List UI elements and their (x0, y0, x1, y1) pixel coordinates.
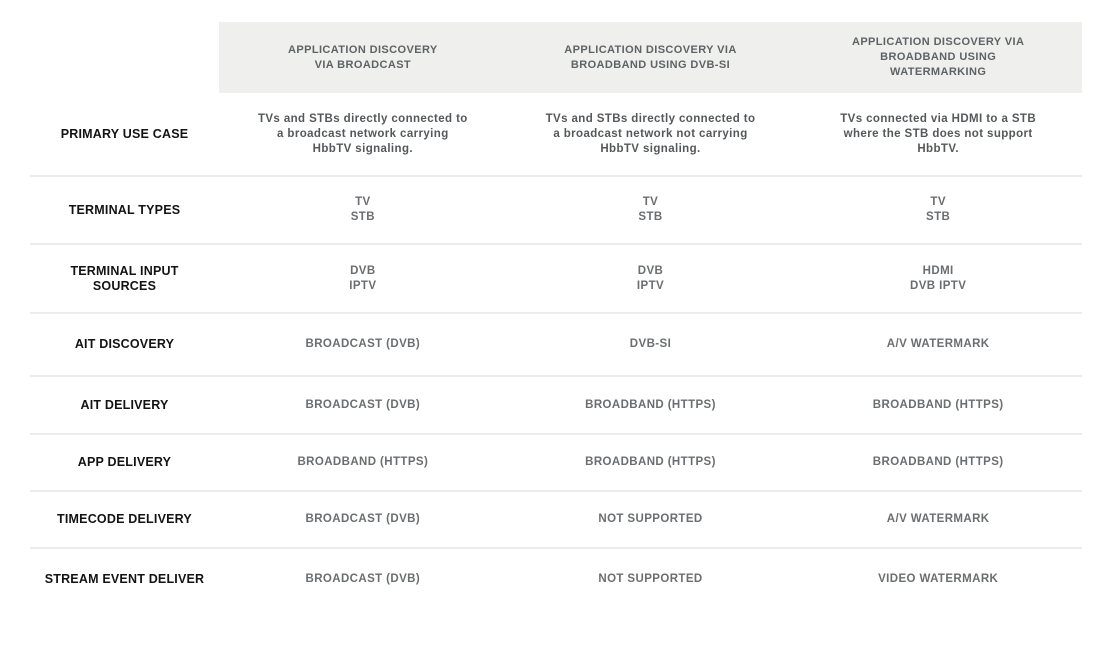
cell: VIDEO WATERMARK (878, 572, 999, 585)
cell: NOT SUPPORTED (598, 572, 703, 585)
table-row-terminal-input-sources: TERMINAL INPUT SOURCES DVB IPTV DVB IPTV… (30, 243, 1082, 312)
cell: A/V WATERMARK (886, 338, 990, 350)
cell: BROADBAND (HTTPS) (872, 456, 1004, 468)
table-row-stream-event-deliver: STREAM EVENT DELIVER BROADCAST (DVB) NOT… (30, 547, 1082, 609)
cell: TV STB (350, 196, 375, 223)
cell: TV STB (926, 196, 951, 223)
table-row-ait-discovery: AIT DISCOVERY BROADCAST (DVB) DVB-SI A/V… (30, 312, 1082, 375)
cell: BROADBAND (HTTPS) (585, 456, 716, 468)
row-label: APP DELIVERY (77, 455, 172, 469)
cell: BROADCAST (DVB) (305, 398, 421, 411)
cell: BROADBAND (HTTPS) (297, 456, 429, 468)
cell: DVB-SI (629, 338, 672, 350)
cell: DVB IPTV (636, 264, 665, 292)
cell: BROADCAST (DVB) (305, 338, 421, 350)
cell: TVs and STBs directly connected to a bro… (545, 112, 756, 155)
row-label: PRIMARY USE CASE (60, 126, 189, 141)
cell: BROADBAND (HTTPS) (872, 398, 1004, 411)
cell: TVs and STBs directly connected to a bro… (257, 112, 468, 155)
cell: A/V WATERMARK (886, 513, 990, 525)
cell: TVs connected via HDMI to a STB where th… (840, 112, 1037, 155)
cell: TV STB (638, 196, 663, 223)
cell: BROADCAST (DVB) (305, 572, 421, 585)
table-row-app-delivery: APP DELIVERY BROADBAND (HTTPS) BROADBAND… (30, 433, 1082, 490)
row-label: TIMECODE DELIVERY (57, 512, 192, 526)
table-row-ait-delivery: AIT DELIVERY BROADCAST (DVB) BROADBAND (… (30, 375, 1082, 433)
table-row-timecode-delivery: TIMECODE DELIVERY BROADCAST (DVB) NOT SU… (30, 490, 1082, 547)
table-row-primary-use-case: PRIMARY USE CASE TVs and STBs directly c… (30, 93, 1082, 175)
column-header-broadband-dvbsi: APPLICATION DISCOVERY VIA BROADBAND USIN… (506, 22, 795, 93)
table-header-row: APPLICATION DISCOVERY VIA BROADCAST APPL… (30, 22, 1082, 93)
table-body: PRIMARY USE CASE TVs and STBs directly c… (30, 93, 1082, 609)
cell: HDMI DVB IPTV (910, 264, 967, 292)
row-label: TERMINAL TYPES (68, 202, 181, 217)
row-label: AIT DISCOVERY (74, 337, 175, 351)
cell: NOT SUPPORTED (598, 513, 703, 525)
table-row-terminal-types: TERMINAL TYPES TV STB TV STB TV STB (30, 175, 1082, 243)
row-label: STREAM EVENT DELIVER (44, 571, 205, 586)
column-header-broadband-watermarking: APPLICATION DISCOVERY VIA BROADBAND USIN… (794, 22, 1082, 93)
row-label: AIT DELIVERY (80, 397, 169, 412)
cell: DVB IPTV (349, 264, 377, 292)
cell: BROADCAST (DVB) (305, 513, 421, 525)
column-header-broadcast: APPLICATION DISCOVERY VIA BROADCAST (219, 22, 507, 93)
header-spacer (30, 22, 219, 93)
comparison-table: APPLICATION DISCOVERY VIA BROADCAST APPL… (30, 22, 1082, 609)
cell: BROADBAND (HTTPS) (585, 398, 716, 411)
row-label: TERMINAL INPUT SOURCES (70, 263, 179, 293)
